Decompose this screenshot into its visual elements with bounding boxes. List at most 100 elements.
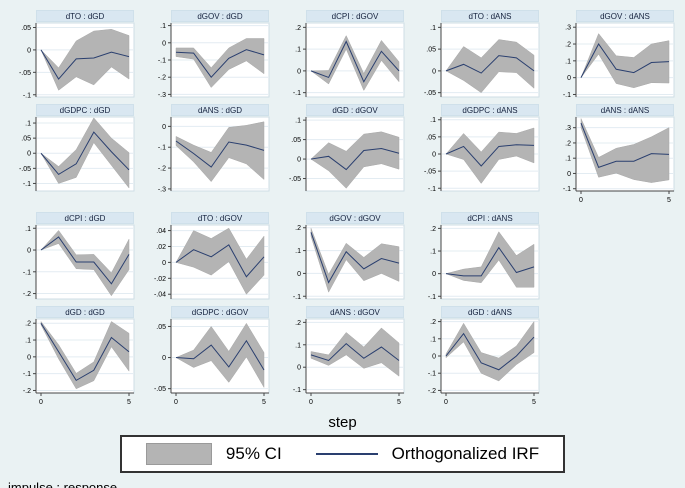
subplot-canvas: .3 .2 .1 0 -.1 [563, 22, 675, 98]
x-axis-title: step [328, 414, 357, 431]
subplot-title: dTO : dGD [36, 10, 134, 22]
y-tick-label: .2 [25, 321, 31, 328]
x-tick-label: 0 [39, 399, 43, 406]
y-tick-label: .05 [156, 324, 166, 331]
y-tick-label: .2 [295, 25, 301, 32]
subplot-canvas: .05 0 -.05 -.1 [19, 22, 135, 98]
irf-subplot-dgdpc-dans: dGDPC : dANS .1 .05 0 -.05 -.1 [409, 104, 541, 206]
irf-subplot-dgov-dans: dGOV : dANS .3 .2 .1 0 -.1 [544, 10, 676, 98]
y-tick-label: -.2 [23, 388, 31, 395]
y-tick-label: .05 [426, 134, 436, 141]
y-tick-label: .1 [295, 47, 301, 54]
subplot-title: dGDPC : dANS [441, 104, 539, 116]
irf-subplot-dto-dgd: dTO : dGD .05 0 -.05 -.1 [4, 10, 136, 98]
y-tick-label: -.1 [293, 294, 301, 300]
chart-row: dGDPC : dGD .1 .05 0 -.05 -.1 dANS : dGD 0 -.1 -.… [4, 104, 681, 206]
y-tick-label: .1 [25, 338, 31, 345]
subplot-title: dCPI : dGOV [306, 10, 404, 22]
y-tick-label: -.05 [424, 169, 436, 176]
y-tick-label: 0 [432, 271, 436, 278]
x-tick-label: 0 [444, 399, 448, 406]
subplot-canvas: .1 0 -.1 -.2 -.3 [158, 22, 270, 98]
x-tick-label: 5 [127, 399, 131, 406]
subplot-title: dTO : dANS [441, 10, 539, 22]
y-tick-label: 0 [432, 68, 436, 75]
y-tick-label: 0 [567, 171, 571, 178]
y-tick-label: 0 [162, 260, 166, 267]
y-tick-label: 0 [297, 157, 301, 164]
y-tick-label: -.1 [23, 181, 31, 188]
irf-line-sample-icon [315, 453, 378, 455]
y-tick-label: .1 [295, 342, 301, 349]
y-tick-label: .1 [430, 117, 436, 124]
y-tick-label: 0 [297, 271, 301, 278]
irf-subplot-dto-dgov: dTO : dGOV .04 .02 0 -.02 -.04 [139, 212, 271, 300]
subplot-title: dANS : dGOV [306, 306, 404, 318]
irf-legend-label: Orthogonalized IRF [391, 444, 540, 463]
irf-subplot-dgd-dgd: dGD : dGD .2 .1 0 -.1 -.2 0 5 [4, 306, 136, 408]
y-tick-label: -.1 [158, 58, 166, 65]
subplot-canvas: .05 0 -.05 0 5 [154, 318, 270, 406]
subplot-canvas: .2 .1 0 -.1 -.2 0 5 [23, 318, 135, 406]
y-tick-label: 0 [297, 365, 301, 372]
subplot-canvas: .2 .1 0 -.1 0 5 [293, 318, 405, 406]
subplot-canvas: .3 .2 .1 0 -.1 0 5 [563, 116, 675, 204]
chart-row: dCPI : dGD .1 0 -.1 -.2 dTO : dGOV .04 .02 0 -.02… [4, 212, 681, 300]
y-tick-label: -.1 [428, 371, 436, 378]
y-tick-label: .1 [295, 118, 301, 125]
y-tick-label: -.1 [158, 145, 166, 152]
ci-band-swatch-icon [145, 443, 212, 465]
x-tick-label: 5 [262, 399, 266, 406]
y-tick-label: .1 [430, 25, 436, 32]
subplot-canvas: .1 0 -.1 -.2 [23, 224, 135, 300]
y-tick-label: .05 [291, 137, 301, 144]
y-tick-label: .2 [295, 320, 301, 327]
y-tick-label: .05 [21, 25, 31, 32]
subplot-title: dCPI : dGD [36, 212, 134, 224]
y-tick-label: -.02 [154, 276, 166, 283]
subplot-canvas: .2 .1 0 -.1 [293, 224, 405, 300]
subplot-title: dTO : dGOV [171, 212, 269, 224]
y-tick-label: 0 [432, 354, 436, 361]
y-tick-label: 0 [297, 68, 301, 75]
subplot-title: dGD : dGOV [306, 104, 404, 116]
y-tick-label: 0 [162, 124, 166, 131]
y-tick-label: -.05 [19, 166, 31, 173]
irf-subplot-dans-dgd: dANS : dGD 0 -.1 -.2 -.3 [139, 104, 271, 206]
irf-subplot-dgov-dgov: dGOV : dGOV .2 .1 0 -.1 [274, 212, 406, 300]
y-tick-label: .02 [156, 244, 166, 251]
y-tick-label: -.1 [23, 269, 31, 276]
subplot-canvas: .1 .05 0 -.05 [424, 22, 540, 98]
y-tick-label: -.3 [158, 186, 166, 192]
subplot-canvas: .2 .1 0 -.1 [428, 224, 540, 300]
irf-subplot-dgdpc-dgd: dGDPC : dGD .1 .05 0 -.05 -.1 [4, 104, 136, 206]
subplot-canvas: .1 .05 0 -.05 -.1 [424, 116, 540, 192]
y-tick-label: -.1 [23, 92, 31, 98]
subplot-title: dGOV : dGOV [306, 212, 404, 224]
y-tick-label: 0 [432, 152, 436, 159]
subplot-title: dGD : dANS [441, 306, 539, 318]
y-tick-label: -.1 [293, 387, 301, 394]
y-tick-label: -.1 [293, 90, 301, 97]
legend-area: 95% CI Orthogonalized IRF [4, 435, 681, 473]
y-tick-label: .1 [565, 156, 571, 163]
y-tick-label: .3 [565, 125, 571, 132]
irf-subplot-dans-dans: dANS : dANS .3 .2 .1 0 -.1 0 5 [544, 104, 676, 206]
x-tick-label: 0 [579, 197, 583, 204]
irf-subplot-dcpi-dgd: dCPI : dGD .1 0 -.1 -.2 [4, 212, 136, 300]
y-tick-label: .1 [25, 226, 31, 233]
y-tick-label: .05 [21, 136, 31, 143]
y-tick-label: -.2 [23, 291, 31, 298]
subplot-title: dANS : dGD [171, 104, 269, 116]
irf-subplot-dcpi-dgov: dCPI : dGOV .2 .1 0 -.1 [274, 10, 406, 98]
y-tick-label: .2 [430, 226, 436, 233]
subplot-canvas: .1 .05 0 -.05 -.1 [19, 116, 135, 192]
y-tick-label: 0 [27, 248, 31, 255]
irf-subplot-dcpi-dans: dCPI : dANS .2 .1 0 -.1 [409, 212, 541, 300]
y-tick-label: -.05 [19, 70, 31, 77]
y-tick-label: .2 [295, 225, 301, 232]
subplot-title: dANS : dANS [576, 104, 674, 116]
legend: 95% CI Orthogonalized IRF [119, 435, 566, 473]
x-tick-label: 5 [532, 399, 536, 406]
y-tick-label: -.1 [428, 186, 436, 192]
